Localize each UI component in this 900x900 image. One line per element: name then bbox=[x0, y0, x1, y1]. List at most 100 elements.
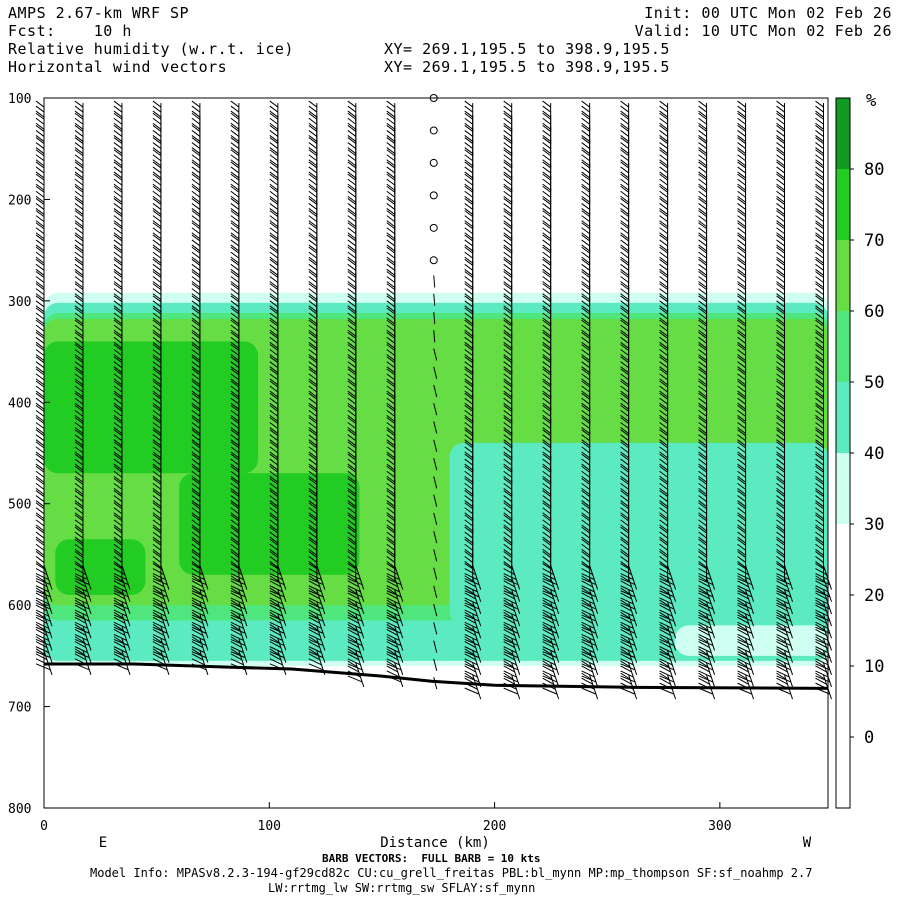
barb-flag bbox=[152, 621, 166, 629]
barb-flag bbox=[464, 281, 474, 288]
barb-flag bbox=[581, 105, 590, 113]
barb-flag bbox=[581, 422, 590, 429]
barb-flag bbox=[35, 281, 45, 288]
barb-flag bbox=[74, 110, 84, 118]
barb-flag bbox=[113, 137, 123, 144]
barb-flag bbox=[815, 677, 827, 685]
barb-flag bbox=[503, 227, 512, 235]
barb-flag bbox=[35, 190, 45, 198]
barb-flag bbox=[815, 439, 824, 447]
barb-flag bbox=[815, 220, 824, 228]
barb-flag bbox=[620, 307, 629, 315]
barb-flag bbox=[698, 159, 707, 167]
barb-flag bbox=[269, 458, 279, 466]
barb-flag bbox=[503, 281, 512, 288]
barb-flag bbox=[620, 305, 629, 313]
barb-flag bbox=[152, 130, 162, 137]
barb-flag bbox=[581, 585, 595, 593]
barb-flag bbox=[464, 482, 474, 490]
barb-flag bbox=[542, 147, 551, 154]
barb-flag bbox=[503, 373, 512, 381]
barb-flag bbox=[776, 293, 785, 301]
barb-flag bbox=[581, 519, 590, 527]
barb-flag bbox=[35, 258, 45, 266]
barb-flag bbox=[815, 590, 831, 598]
barb-flag bbox=[230, 531, 240, 539]
barb-flag bbox=[542, 361, 551, 369]
barb-flag bbox=[347, 434, 357, 442]
barb-flag bbox=[191, 361, 201, 369]
barb-flag bbox=[659, 665, 671, 673]
barb-flag bbox=[698, 147, 707, 154]
barb-flag bbox=[191, 502, 201, 510]
barb-flag bbox=[737, 580, 749, 588]
barb-flag bbox=[308, 385, 318, 393]
barb-flag bbox=[113, 624, 124, 631]
barb-flag bbox=[308, 390, 318, 398]
barb-flag bbox=[659, 687, 675, 695]
barb-flag bbox=[737, 392, 746, 400]
barb-flag bbox=[74, 288, 84, 296]
barb-flag bbox=[386, 604, 399, 612]
barb-flag bbox=[269, 149, 279, 157]
barb-flag bbox=[659, 624, 670, 631]
barb-flag bbox=[386, 536, 396, 544]
barb-flag bbox=[659, 653, 671, 661]
barb-flag bbox=[269, 614, 285, 622]
barb-flag bbox=[659, 551, 668, 558]
barb-flag bbox=[581, 629, 593, 636]
barb-flag bbox=[542, 665, 554, 673]
barb-flag bbox=[620, 130, 629, 137]
barb-flag bbox=[620, 663, 636, 671]
barb-flag bbox=[230, 651, 246, 659]
barb-flag bbox=[776, 495, 785, 502]
barb-flag bbox=[113, 117, 123, 125]
barb-flag bbox=[230, 614, 246, 622]
barb-flag bbox=[347, 614, 363, 622]
barb-flag bbox=[815, 429, 824, 437]
barb-flag bbox=[269, 597, 283, 605]
barb-flag bbox=[464, 434, 474, 442]
barb-flag bbox=[35, 283, 45, 291]
barb-flag bbox=[152, 349, 162, 356]
barb-flag bbox=[815, 135, 824, 142]
barb-flag bbox=[191, 147, 201, 154]
barb-flag bbox=[152, 283, 162, 291]
barb-flag bbox=[737, 263, 746, 271]
barb-flag bbox=[308, 465, 318, 473]
barb-flag bbox=[386, 590, 402, 598]
barb-flag bbox=[230, 446, 240, 454]
barb-flag bbox=[776, 675, 792, 683]
barb-flag bbox=[659, 149, 668, 157]
barb-flag bbox=[503, 283, 512, 291]
barb-flag bbox=[74, 281, 84, 288]
barb-flag bbox=[191, 125, 201, 132]
barb-flag bbox=[581, 578, 597, 586]
barb-flag bbox=[191, 427, 201, 434]
barb-flag bbox=[581, 268, 590, 276]
barb-flag bbox=[386, 434, 396, 442]
barb-flag bbox=[74, 611, 85, 619]
barb-flag bbox=[737, 105, 746, 113]
barb-flag bbox=[35, 222, 45, 230]
barb-flag bbox=[737, 183, 746, 191]
xy-line-1: XY= 269.1,195.5 to 398.9,195.5 bbox=[384, 40, 670, 58]
barb-flag bbox=[542, 482, 551, 490]
barb-flag bbox=[35, 166, 45, 174]
barb-flag bbox=[542, 256, 551, 264]
barb-flag bbox=[113, 195, 123, 203]
barb-flag bbox=[659, 397, 668, 405]
colorbar-swatch bbox=[836, 169, 850, 240]
barb-flag bbox=[737, 409, 746, 417]
barb-flag bbox=[191, 470, 201, 478]
barb-flag bbox=[581, 220, 590, 228]
barb-flag bbox=[191, 602, 207, 610]
barb-flag bbox=[152, 390, 162, 398]
barb-flag bbox=[815, 159, 824, 167]
barb-flag bbox=[74, 404, 84, 412]
barb-flag bbox=[35, 336, 45, 344]
barb-flag bbox=[113, 135, 123, 142]
barb-flag bbox=[191, 658, 205, 666]
barb-flag bbox=[347, 293, 357, 301]
barb-flag bbox=[581, 147, 590, 154]
